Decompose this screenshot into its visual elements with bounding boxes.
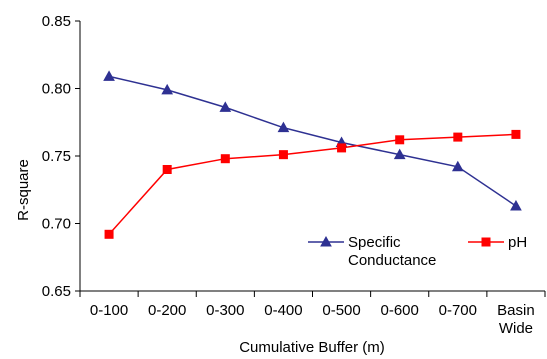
y-tick-label: 0.70 [42, 216, 71, 233]
data-point [162, 165, 172, 174]
x-tick-label: 0-200 [148, 302, 186, 319]
x-tick-label-line: 0-600 [381, 302, 419, 319]
legend: Specific Conductance pH [308, 234, 527, 269]
legend-marker [481, 237, 491, 247]
data-point [219, 101, 232, 112]
x-tick-label-line: Basin [497, 302, 535, 319]
y-tick-label: 0.75 [42, 148, 71, 165]
x-tick-label-line: 0-700 [439, 302, 477, 319]
series-line [108, 75, 517, 207]
legend-label-line: Conductance [348, 252, 436, 269]
legend-item: Specific Conductance [308, 234, 436, 269]
data-point [220, 154, 230, 164]
legend-label-line: Specific [348, 234, 401, 251]
data-point [104, 229, 114, 239]
y-axis-label: R-square [15, 159, 32, 221]
series-line [108, 133, 516, 235]
x-tick-label: 0-600 [381, 302, 419, 319]
legend-label: Specific Conductance [348, 234, 436, 269]
series-1 [104, 129, 521, 239]
x-tick-label: 0-100 [90, 302, 128, 319]
legend-label-line: pH [508, 234, 527, 251]
x-tick-label-line: 0-400 [264, 302, 302, 319]
x-tick-label: 0-400 [264, 302, 302, 319]
legend-label: pH [508, 234, 527, 251]
y-axis: 0.65 0.70 0.75 0.80 0.85 [42, 13, 81, 300]
series-0 [103, 70, 522, 211]
data-point [337, 143, 347, 153]
data-point [511, 129, 521, 139]
y-tick-label: 0.65 [42, 283, 71, 300]
y-tick-label: 0.85 [42, 13, 71, 30]
data-point [277, 121, 290, 133]
x-tick-label: 0-700 [439, 302, 477, 319]
data-point [103, 70, 115, 81]
x-tick-label: Basin Wide [497, 302, 535, 337]
data-point [161, 83, 174, 95]
data-point [393, 148, 406, 160]
data-point [395, 135, 405, 145]
x-tick-label-line: Wide [499, 320, 533, 337]
x-tick-label: 0-300 [206, 302, 244, 319]
legend-marker [320, 235, 332, 247]
data-point [453, 132, 463, 142]
data-point [278, 150, 288, 160]
data-point [451, 160, 464, 172]
data-point [510, 199, 522, 211]
x-tick-label-line: 0-500 [322, 302, 360, 319]
legend-item: pH [468, 234, 527, 251]
x-tick-label: 0-500 [322, 302, 360, 319]
x-axis-label: Cumulative Buffer (m) [239, 339, 385, 356]
plot-series [103, 70, 522, 239]
x-tick-label-line: 0-100 [90, 302, 128, 319]
x-axis: 0-100 0-200 0-300 0-400 0-500 0-600 0-700 Basin… [79, 290, 546, 337]
x-tick-label-line: 0-300 [206, 302, 244, 319]
x-tick-label-line: 0-200 [148, 302, 186, 319]
y-tick-label: 0.80 [42, 81, 71, 98]
